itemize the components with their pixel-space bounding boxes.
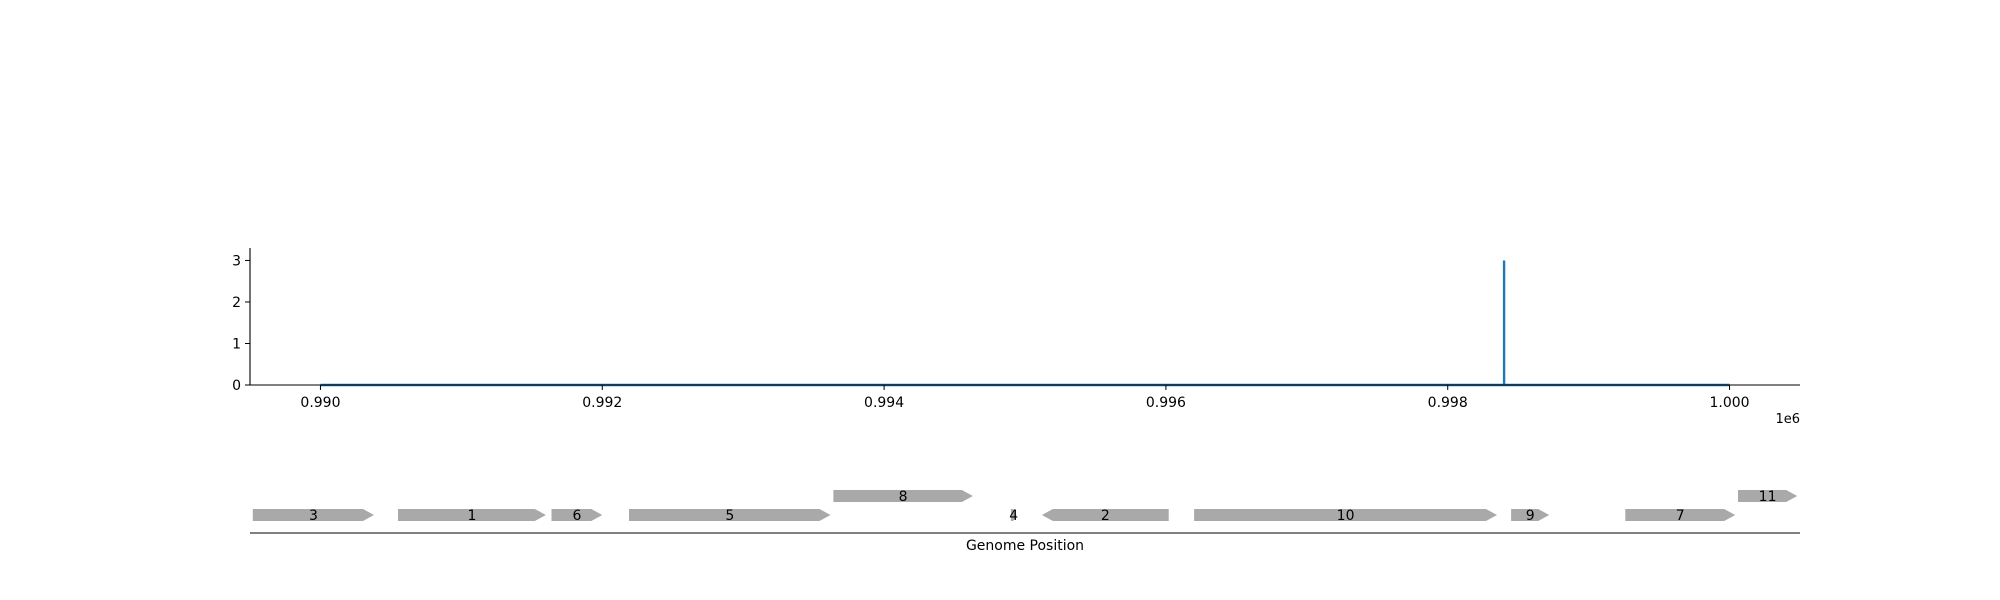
- gene-arrow: [398, 509, 546, 521]
- gene-arrow: [252, 509, 374, 521]
- x-tick-label: 1.000: [1709, 395, 1749, 411]
- gene-map: 3 1 6 5 8 4 2 10 9 7 11 Genome Position: [250, 489, 1800, 554]
- gene-features: 3 1 6 5 8 4 2 10 9 7 11: [252, 489, 1798, 524]
- gene-label: 7: [1676, 508, 1685, 524]
- coverage-line: [320, 260, 1730, 387]
- y-tick-label: 3: [232, 253, 241, 269]
- gene-label: 11: [1759, 489, 1777, 505]
- gene-label: 10: [1337, 508, 1355, 524]
- gene-arrow: [1738, 490, 1798, 502]
- gene-label: 9: [1526, 508, 1535, 524]
- gene-arrow: [629, 509, 831, 521]
- gene-label: 8: [899, 489, 908, 505]
- gene-axis-label: Genome Position: [966, 538, 1084, 554]
- gene-arrow: [833, 490, 973, 502]
- x-tick-label: 0.998: [1428, 395, 1468, 411]
- gene-arrow: [1511, 509, 1550, 521]
- y-tick-label: 0: [232, 378, 241, 394]
- y-tick-label: 2: [232, 295, 241, 311]
- y-ticks: 0 1 2 3: [232, 253, 250, 394]
- gene-label: 4: [1009, 508, 1018, 524]
- gene-label: 6: [572, 508, 581, 524]
- y-tick-label: 1: [232, 336, 241, 352]
- x-tick-label: 0.994: [864, 395, 904, 411]
- gene-label: 1: [467, 508, 476, 524]
- gene-arrow: [1010, 509, 1017, 521]
- gene-label: 5: [725, 508, 734, 524]
- x-tick-label: 0.990: [300, 395, 340, 411]
- gene-arrow: [1041, 509, 1169, 521]
- gene-arrow: [1194, 509, 1497, 521]
- coverage-plot: 0.990 0.992 0.994 0.996 0.998 1.000 0 1 2 3 1e6: [232, 248, 1800, 427]
- x-tick-label: 0.996: [1146, 395, 1186, 411]
- coverage-series-line: [320, 260, 1730, 387]
- x-tick-label: 0.992: [582, 395, 622, 411]
- x-ticks: 0.990 0.992 0.994 0.996 0.998 1.000: [300, 385, 1750, 411]
- gene-arrow: [1625, 509, 1736, 521]
- gene-label: 3: [309, 508, 318, 524]
- x-offset-label: 1e6: [1775, 412, 1800, 427]
- gene-label: 2: [1101, 508, 1110, 524]
- gene-arrow: [551, 509, 603, 521]
